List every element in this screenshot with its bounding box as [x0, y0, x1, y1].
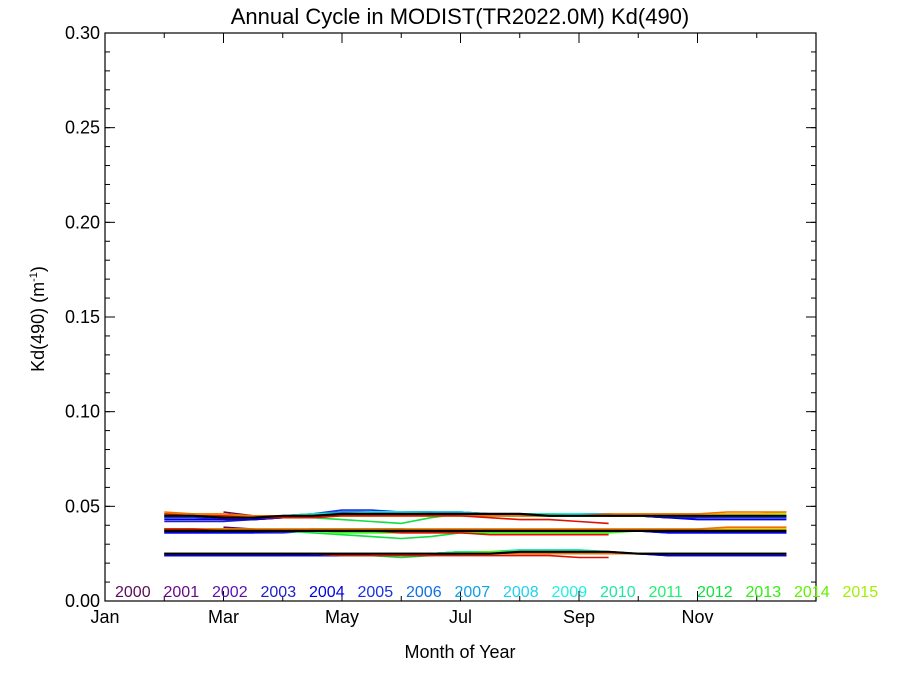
legend-item-2010: 2010: [600, 584, 636, 601]
legend-item-2012: 2012: [697, 584, 733, 601]
x-axis: Jan Mar May Jul Sep Nov: [90, 33, 817, 627]
legend-item-2000: 2000: [115, 584, 151, 601]
series-group: [164, 509, 787, 559]
series-line-unlabeled-17-mid: [164, 526, 787, 530]
legend: 2000 2001 2002 2003 2004 2005 2006 2007 2008 2009…: [115, 584, 878, 601]
x-tick-label: Nov: [681, 607, 713, 627]
y-tick-label: 0.05: [65, 496, 100, 516]
x-tick-label: Jan: [90, 607, 119, 627]
y-axis-label-main: Kd(490) (m: [28, 282, 48, 372]
legend-item-2004: 2004: [309, 584, 345, 601]
y-tick-label: 0.00: [65, 591, 100, 611]
x-tick-label: Sep: [563, 607, 595, 627]
legend-item-2003: 2003: [261, 584, 297, 601]
y-tick-label: 0.10: [65, 402, 100, 422]
legend-item-2006: 2006: [406, 584, 442, 601]
x-tick-label: Jul: [449, 607, 472, 627]
legend-item-2002: 2002: [212, 584, 248, 601]
y-tick-label: 0.25: [65, 118, 100, 138]
x-tick-label: Mar: [208, 607, 239, 627]
y-axis-label-close: ): [28, 266, 48, 272]
legend-item-2005: 2005: [358, 584, 394, 601]
chart-title: Annual Cycle in MODIST(TR2022.0M) Kd(490…: [231, 4, 690, 29]
x-axis-label: Month of Year: [404, 642, 515, 662]
y-tick-label: 0.30: [65, 23, 100, 43]
y-tick-label: 0.15: [65, 307, 100, 327]
legend-item-2001: 2001: [164, 584, 200, 601]
y-axis: 0.00 0.05 0.10 0.15 0.20 0.25 0.30: [65, 23, 816, 611]
series-line-unlabeled-19-low: [164, 550, 787, 555]
x-tick-label: May: [325, 607, 359, 627]
y-axis-label-exponent: -1: [28, 272, 40, 282]
y-tick-label: 0.20: [65, 212, 100, 232]
legend-item-2015: 2015: [843, 584, 879, 601]
series-line-unlabeled-19-high: [164, 512, 787, 519]
y-axis-label: Kd(490) (m-1): [28, 266, 48, 372]
legend-item-2007: 2007: [455, 584, 491, 601]
legend-item-2011: 2011: [649, 584, 684, 601]
legend-item-2008: 2008: [503, 584, 539, 601]
legend-item-2009: 2009: [552, 584, 588, 601]
legend-item-2013: 2013: [746, 584, 782, 601]
legend-item-2014: 2014: [794, 584, 830, 601]
